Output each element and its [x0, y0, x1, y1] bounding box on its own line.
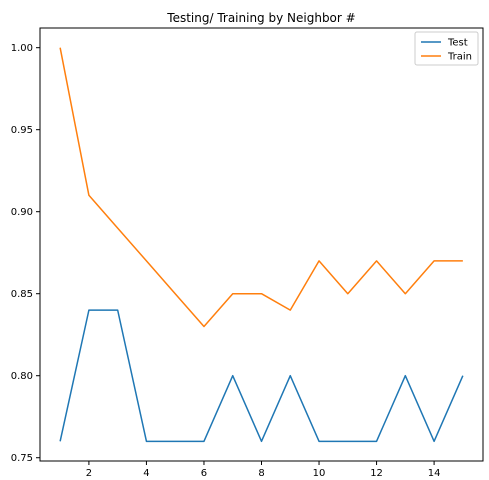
legend: Test Train	[414, 31, 479, 66]
x-tick-label: 14	[428, 468, 441, 479]
x-tick-label: 12	[370, 468, 383, 479]
y-tick-label: 0.85	[11, 289, 33, 300]
series-line-test	[59, 309, 464, 443]
legend-label-train: Train	[447, 52, 472, 63]
y-tick-label: 1.00	[11, 43, 33, 54]
series-layer	[59, 47, 464, 443]
x-tick-label: 6	[201, 468, 207, 479]
axes: 2 4 6 8 10 12 14 0.75 0.80 0.85 0.90 0.95 1.00	[11, 43, 441, 479]
y-tick-label: 0.90	[11, 207, 33, 218]
y-tick-label: 0.80	[11, 371, 33, 382]
x-tick-label: 10	[313, 468, 326, 479]
y-tick-label: 0.95	[11, 125, 33, 136]
y-tick-label: 0.75	[11, 453, 33, 464]
x-tick-label: 2	[86, 468, 92, 479]
chart-title: Testing/ Training by Neighbor #	[166, 11, 355, 25]
legend-label-test: Test	[447, 38, 468, 49]
x-tick-label: 8	[258, 468, 264, 479]
plot-area	[39, 27, 484, 462]
x-tick-label: 4	[143, 468, 149, 479]
series-line-train	[59, 47, 463, 328]
